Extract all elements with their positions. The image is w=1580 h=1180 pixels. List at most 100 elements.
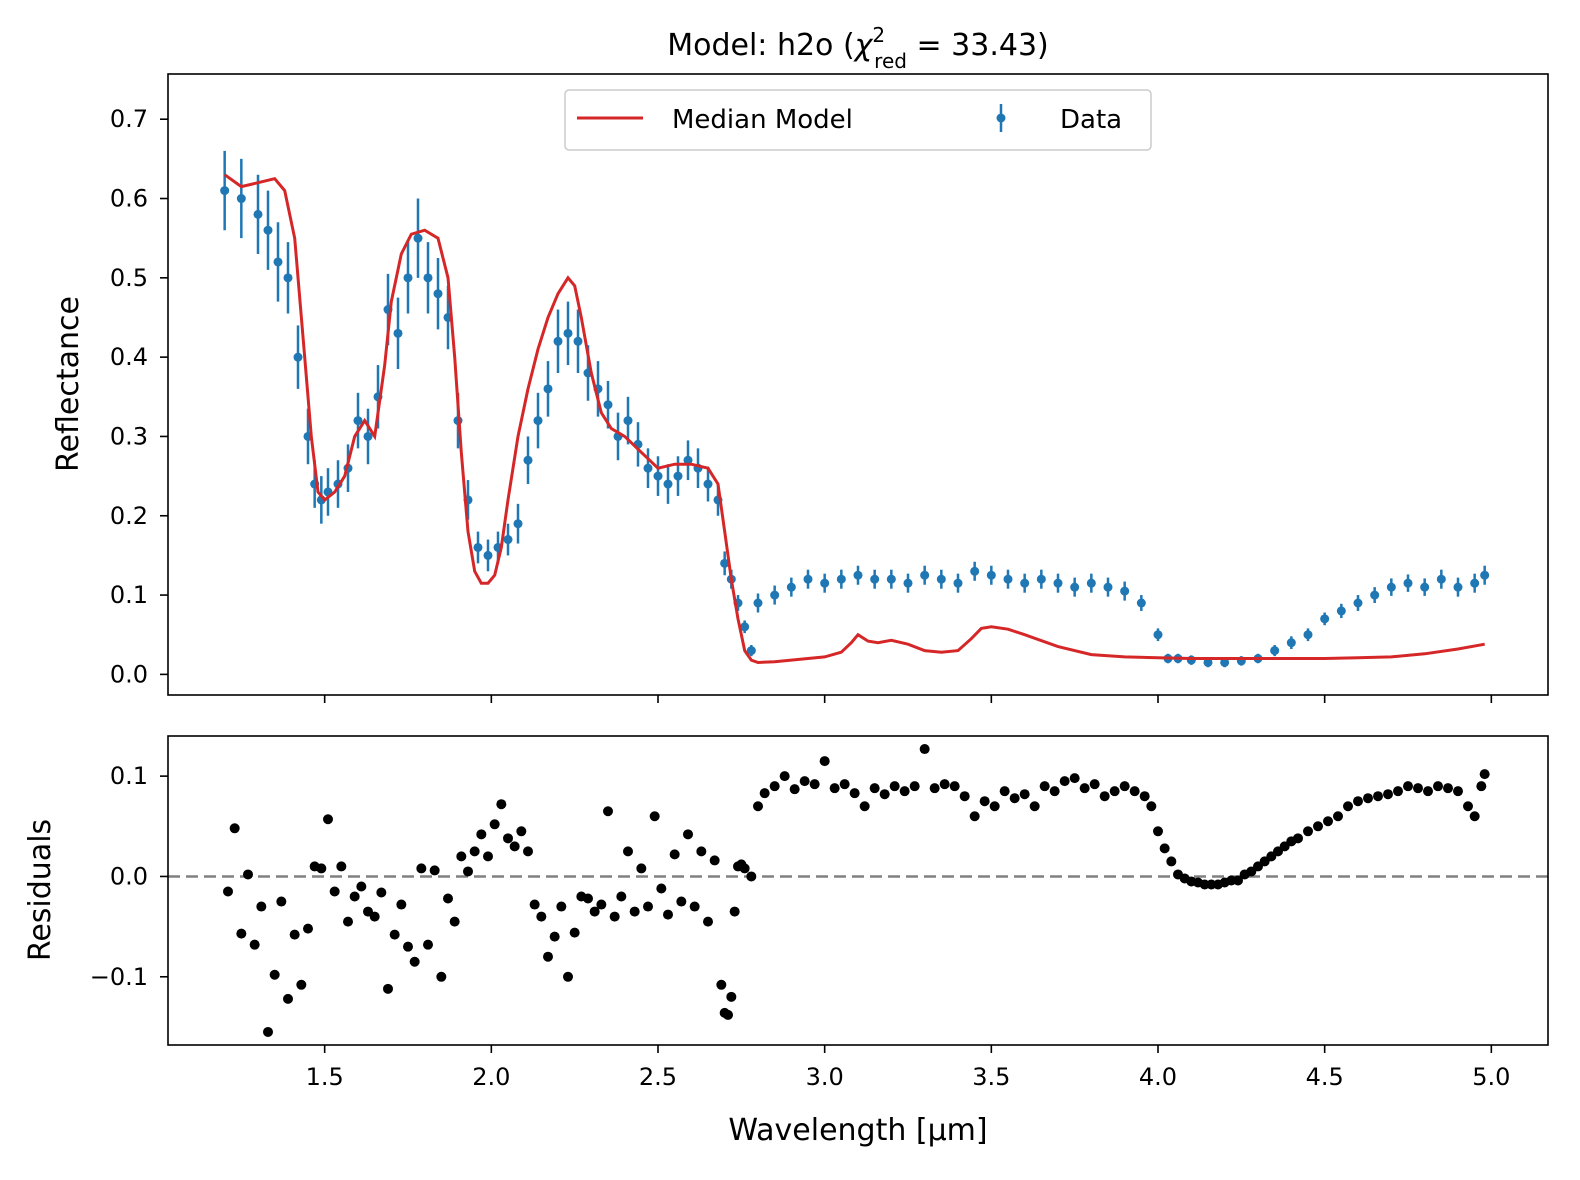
data-point bbox=[953, 578, 963, 588]
data-point bbox=[1453, 582, 1463, 592]
legend-model-label: Median Model bbox=[672, 105, 853, 135]
residual-point bbox=[1049, 786, 1060, 797]
residual-point bbox=[1109, 786, 1120, 797]
residual-point bbox=[753, 801, 763, 812]
x-tick-label: 4.0 bbox=[1139, 1063, 1177, 1091]
residual-point bbox=[456, 851, 467, 862]
residual-point bbox=[1059, 776, 1070, 787]
residual-point bbox=[1119, 781, 1130, 792]
residual-point bbox=[1159, 843, 1170, 854]
title-superscript: 2 bbox=[872, 23, 885, 47]
residual-point bbox=[1403, 781, 1413, 792]
residual-point bbox=[443, 893, 453, 904]
legend-data-label: Data bbox=[1060, 105, 1122, 135]
residual-point bbox=[759, 788, 770, 799]
residual-point bbox=[403, 941, 413, 952]
data-point bbox=[363, 431, 373, 441]
x-tick-label: 3.5 bbox=[972, 1063, 1010, 1091]
residual-point bbox=[569, 927, 580, 938]
residual-point bbox=[509, 841, 520, 852]
data-point bbox=[770, 590, 780, 600]
residual-point bbox=[1079, 783, 1090, 794]
residual-point bbox=[809, 779, 820, 790]
residual-point bbox=[849, 788, 860, 799]
bottom-y-ticks: −0.1 0.0 0.1 bbox=[90, 762, 168, 991]
data-point bbox=[703, 479, 713, 489]
residual-point bbox=[939, 779, 950, 790]
residual-point bbox=[899, 786, 910, 797]
data-point bbox=[513, 519, 523, 529]
residual-point bbox=[1146, 801, 1157, 812]
data-point bbox=[563, 328, 573, 338]
residual-point bbox=[1393, 786, 1403, 797]
data-point bbox=[353, 416, 363, 426]
top-y-tick-label: 0.5 bbox=[110, 264, 148, 292]
residual-point bbox=[323, 814, 333, 825]
residual-point bbox=[616, 891, 627, 902]
residual-point bbox=[1009, 793, 1020, 804]
residual-point bbox=[1463, 801, 1473, 812]
residual-point bbox=[609, 911, 620, 922]
residual-point bbox=[859, 801, 870, 812]
residual-point bbox=[389, 929, 400, 940]
residual-point bbox=[623, 846, 633, 857]
residual-point bbox=[376, 887, 387, 898]
residual-point bbox=[739, 863, 750, 874]
chart-title: Model: h2o (χ2 red = 33.43) bbox=[667, 23, 1049, 73]
residual-point bbox=[483, 851, 493, 862]
residual-point bbox=[839, 779, 850, 790]
data-point bbox=[1003, 574, 1013, 584]
residual-point bbox=[516, 826, 527, 837]
residual-point bbox=[436, 971, 447, 982]
residual-point bbox=[603, 806, 613, 817]
residual-point bbox=[536, 911, 547, 922]
residual-point bbox=[243, 869, 253, 880]
residual-point bbox=[296, 979, 307, 990]
residual-point bbox=[676, 896, 687, 907]
data-point bbox=[1086, 578, 1096, 588]
data-point bbox=[1420, 582, 1430, 592]
data-point bbox=[1103, 582, 1113, 592]
residual-point bbox=[1453, 786, 1463, 797]
bottom-y-tick-label: 0.1 bbox=[110, 762, 148, 790]
residual-point bbox=[879, 789, 890, 800]
residual-point bbox=[643, 901, 653, 912]
data-point bbox=[920, 570, 930, 580]
data-point bbox=[853, 570, 863, 580]
top-y-tick-label: 0.6 bbox=[110, 185, 148, 213]
residual-point bbox=[316, 863, 327, 874]
title-chi-symbol: χ bbox=[853, 28, 874, 63]
residual-point bbox=[1129, 786, 1140, 797]
residual-point bbox=[1363, 793, 1373, 804]
data-point bbox=[603, 400, 613, 410]
data-point bbox=[273, 257, 283, 267]
residual-point bbox=[829, 783, 840, 794]
bottom-y-axis-label: Residuals bbox=[23, 819, 58, 961]
data-point bbox=[423, 273, 433, 283]
data-point bbox=[746, 646, 756, 656]
data-point bbox=[263, 225, 273, 235]
residual-point bbox=[726, 991, 737, 1002]
residual-point bbox=[979, 796, 990, 807]
residual-point bbox=[636, 863, 647, 874]
residual-point bbox=[1433, 781, 1443, 792]
data-point bbox=[1220, 657, 1230, 667]
residual-point bbox=[489, 819, 500, 830]
residual-point bbox=[423, 939, 433, 950]
residual-point bbox=[503, 833, 513, 844]
x-tick-label: 3.0 bbox=[806, 1063, 844, 1091]
residual-point bbox=[1333, 811, 1343, 822]
data-point bbox=[753, 598, 763, 608]
data-point bbox=[573, 336, 583, 346]
residual-point bbox=[223, 886, 233, 897]
data-point bbox=[1203, 657, 1213, 667]
data-point bbox=[483, 550, 493, 560]
residual-point bbox=[656, 883, 667, 894]
data-point bbox=[836, 574, 846, 584]
data-point bbox=[293, 352, 303, 362]
legend-box bbox=[564, 89, 1152, 151]
data-point bbox=[1286, 638, 1296, 648]
top-y-tick-label: 0.7 bbox=[110, 105, 148, 133]
residual-point bbox=[449, 916, 460, 927]
data-point bbox=[936, 574, 946, 584]
